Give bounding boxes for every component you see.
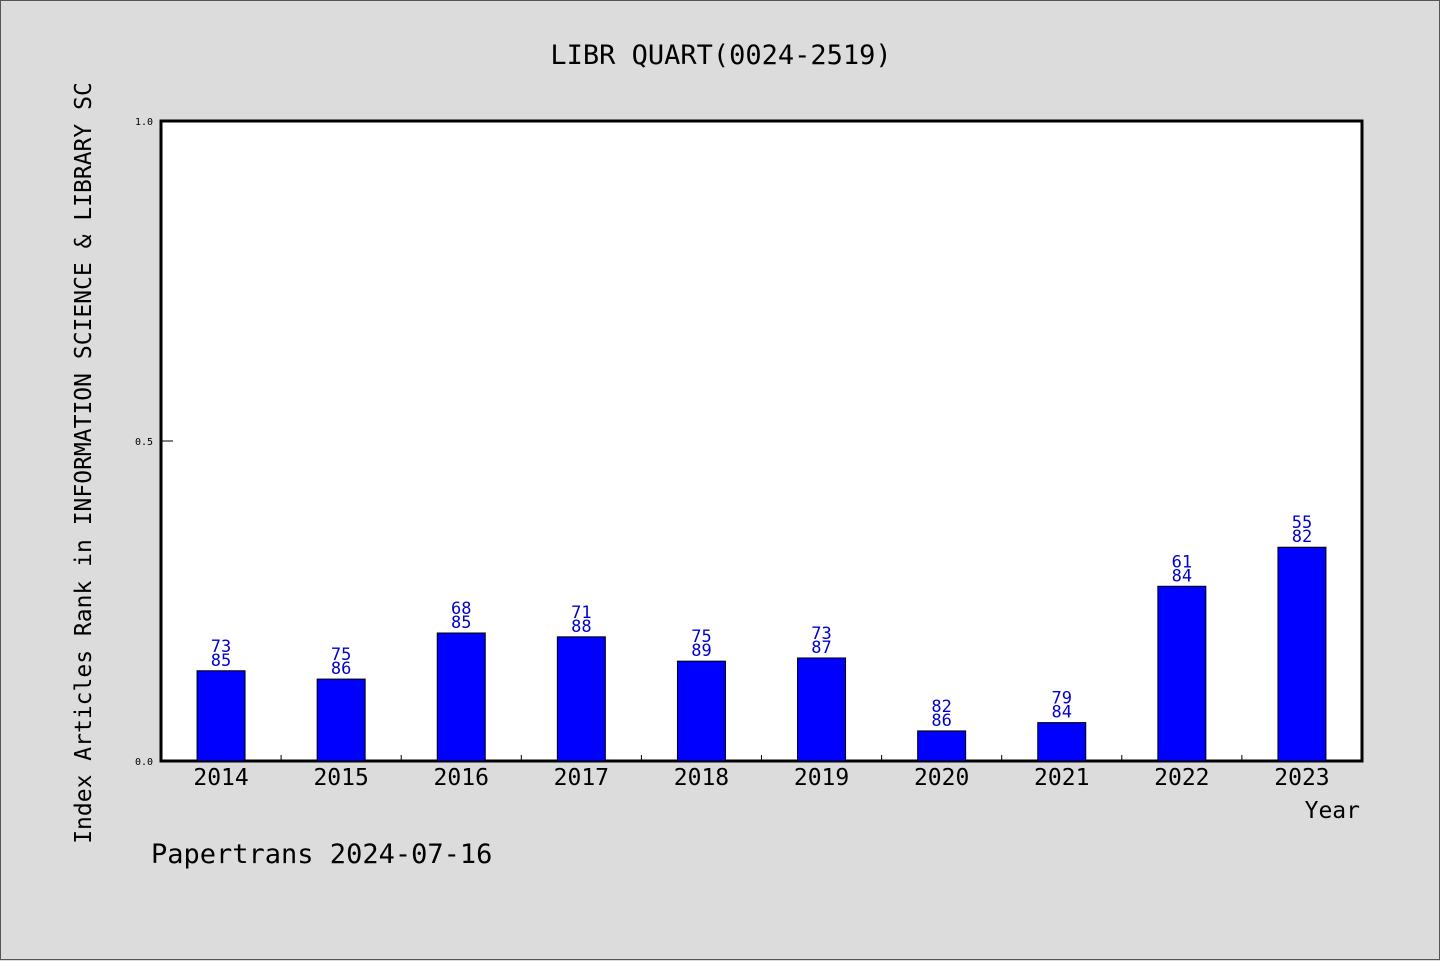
bar-total-label: 86 bbox=[931, 711, 951, 731]
bar bbox=[1277, 546, 1327, 762]
y-tick-label: 0.5 bbox=[135, 437, 153, 448]
bar-total-label: 85 bbox=[211, 651, 231, 671]
bar-total-label: 87 bbox=[811, 638, 831, 658]
bar-rank-label: 75 bbox=[691, 627, 711, 647]
x-tick-label: 2018 bbox=[674, 765, 729, 791]
x-tick-label: 2019 bbox=[794, 765, 849, 791]
bar bbox=[917, 730, 967, 762]
bar bbox=[196, 670, 246, 762]
x-axis-ticks: 2014 2015 2016 2017 2018 2019 2020 2021 2022 2023 bbox=[193, 755, 1330, 791]
x-tick-label: 2015 bbox=[313, 765, 368, 791]
bar-total-label: 89 bbox=[691, 641, 711, 661]
bar-rank-label: 79 bbox=[1052, 689, 1072, 709]
bar-rank-label: 61 bbox=[1172, 552, 1192, 572]
bar-rank-label: 73 bbox=[211, 637, 231, 657]
x-tick-label: 2021 bbox=[1034, 765, 1089, 791]
bar-rank-label: 68 bbox=[451, 599, 471, 619]
x-tick-label: 2014 bbox=[193, 765, 248, 791]
y-tick-label: 1.0 bbox=[135, 117, 153, 128]
bar-rank-label: 71 bbox=[571, 603, 591, 623]
bar-total-label: 86 bbox=[331, 659, 351, 679]
bar-total-label: 84 bbox=[1052, 703, 1072, 723]
bar bbox=[676, 660, 726, 762]
bar-rank-label: 82 bbox=[931, 697, 951, 717]
x-tick-label: 2016 bbox=[434, 765, 489, 791]
x-tick-label: 2020 bbox=[914, 765, 969, 791]
bar-rank-label: 55 bbox=[1292, 513, 1312, 533]
bar-total-label: 82 bbox=[1292, 527, 1312, 547]
x-axis-label: Year bbox=[1305, 798, 1360, 824]
bar-total-label: 85 bbox=[451, 613, 471, 633]
bar bbox=[797, 657, 847, 762]
bar bbox=[316, 678, 366, 762]
x-tick-label: 2017 bbox=[554, 765, 609, 791]
x-tick-label: 2022 bbox=[1154, 765, 1209, 791]
bar-rank-label: 75 bbox=[331, 645, 351, 665]
bar-total-label: 88 bbox=[571, 617, 591, 637]
bar-rank-label: 73 bbox=[811, 624, 831, 644]
chart-title: LIBR QUART(0024-2519) bbox=[550, 40, 891, 71]
y-axis-ticks: 0.0 0.5 1.0 bbox=[135, 117, 173, 768]
footer-credit: Papertrans 2024-07-16 bbox=[151, 839, 492, 870]
x-tick-label: 2023 bbox=[1274, 765, 1329, 791]
bar bbox=[436, 632, 486, 762]
bar bbox=[1157, 585, 1207, 762]
bar-total-label: 84 bbox=[1172, 566, 1192, 586]
bar bbox=[1037, 722, 1087, 762]
y-tick-label: 0.0 bbox=[135, 757, 153, 768]
y-axis-label: Index Articles Rank in INFORMATION SCIEN… bbox=[71, 82, 97, 844]
bar bbox=[556, 636, 606, 762]
